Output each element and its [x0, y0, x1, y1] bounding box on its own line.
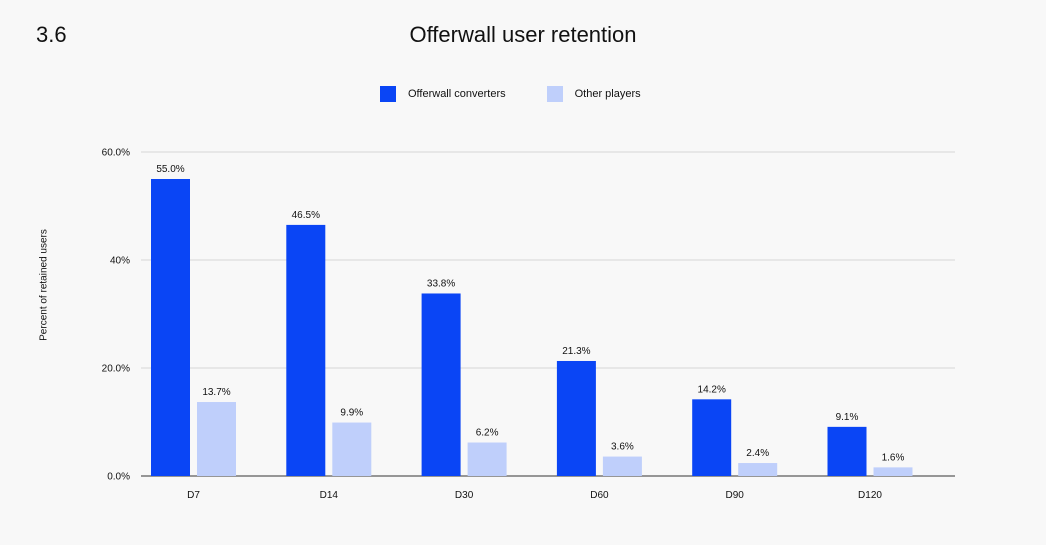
legend-item-offerwall: Offerwall converters	[380, 86, 506, 102]
legend-swatch-other	[546, 86, 563, 102]
x-tick-label: D90	[726, 490, 745, 501]
bar-other	[332, 422, 372, 476]
bar-offerwall	[286, 224, 326, 476]
bar-other	[467, 442, 507, 476]
bar-offerwall	[151, 179, 190, 476]
chart-title: Offerwall user retention	[409, 22, 637, 47]
legend-swatch-offerwall	[380, 86, 396, 102]
y-tick-label: 0.0%	[107, 472, 130, 483]
data-label: 3.6%	[611, 442, 634, 453]
legend-item-other: Other players	[546, 86, 641, 102]
legend-label-other: Other players	[574, 88, 641, 100]
y-tick-label: 40%	[110, 256, 130, 267]
data-label: 2.4%	[746, 448, 769, 459]
data-label: 55.0%	[156, 164, 184, 175]
data-label: 9.9%	[340, 408, 363, 419]
y-tick-label: 60.0%	[102, 148, 130, 159]
bar-other	[602, 456, 642, 476]
bar-offerwall	[556, 360, 596, 476]
x-tick-label: D60	[590, 490, 609, 501]
section-number: 3.6	[36, 22, 67, 47]
data-label: 13.7%	[202, 387, 230, 398]
data-label: 9.1%	[836, 412, 859, 423]
legend-label-offerwall: Offerwall converters	[408, 88, 506, 100]
data-label: 46.5%	[292, 210, 320, 221]
data-label: 14.2%	[698, 384, 726, 395]
bar-other	[873, 467, 913, 476]
x-tick-label: D14	[320, 490, 339, 501]
y-tick-label: 20.0%	[102, 364, 130, 375]
bar-offerwall	[827, 426, 867, 476]
data-label: 33.8%	[427, 278, 455, 289]
data-label: 21.3%	[562, 346, 590, 357]
bar-offerwall	[421, 293, 461, 476]
x-tick-label: D120	[858, 490, 882, 501]
bar-offerwall	[692, 399, 732, 476]
bar-other	[738, 463, 778, 476]
legend: Offerwall converters Other players	[380, 86, 682, 102]
data-label: 6.2%	[476, 428, 499, 439]
x-tick-label: D30	[455, 490, 474, 501]
data-label: 1.6%	[882, 452, 905, 463]
x-tick-label: D7	[187, 490, 200, 501]
bar-other	[197, 402, 236, 476]
